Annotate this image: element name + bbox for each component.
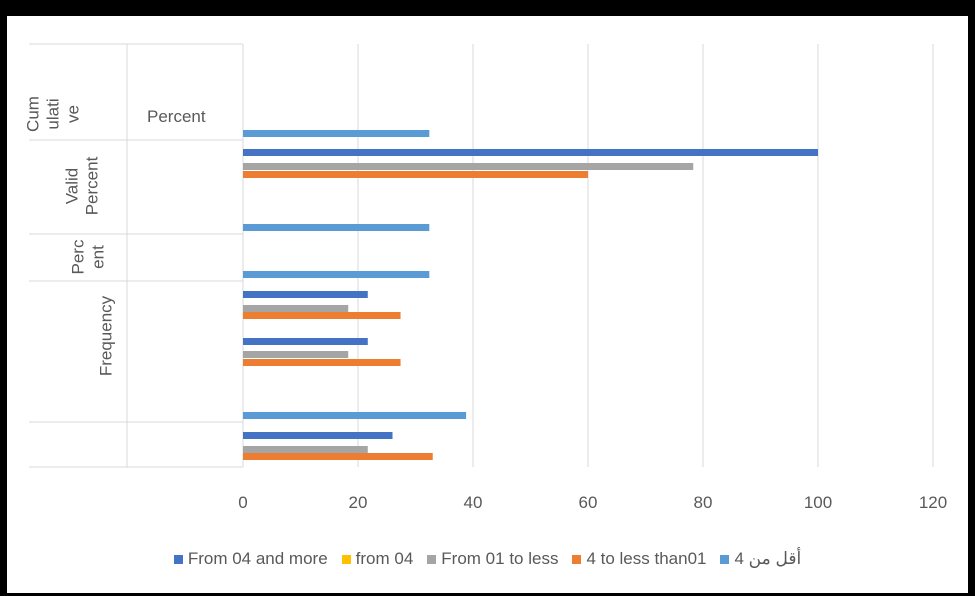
legend-label: أقل من 4 bbox=[734, 549, 802, 568]
category-label: Percent bbox=[82, 156, 101, 215]
category-label: ent bbox=[88, 245, 107, 269]
x-tick-label: 80 bbox=[694, 493, 713, 512]
bar bbox=[243, 163, 694, 170]
bar bbox=[243, 224, 430, 231]
x-tick-label: 60 bbox=[579, 493, 598, 512]
legend-swatch bbox=[341, 554, 351, 564]
category-label: Perc bbox=[68, 239, 87, 274]
bar bbox=[243, 453, 433, 460]
category-label: Frequency bbox=[96, 295, 115, 376]
legend-label: from 04 bbox=[355, 549, 414, 568]
gridlines bbox=[242, 44, 934, 467]
legend-swatch bbox=[720, 554, 730, 564]
bar bbox=[243, 412, 467, 419]
legend: From 04 and more from 04 From 01 to less 4 … bbox=[7, 546, 968, 572]
x-tick-label: 100 bbox=[804, 493, 832, 512]
legend-label: 4 to less than01 bbox=[586, 549, 707, 568]
category-label: ulati bbox=[43, 98, 62, 129]
x-tick-label: 40 bbox=[464, 493, 483, 512]
bar bbox=[243, 432, 393, 439]
bar bbox=[243, 291, 368, 298]
chart-frame: Cum ulati ve Percent Valid Percent Perc ent Freq… bbox=[7, 16, 968, 593]
x-tick-labels: 0 20 40 60 80 100 120 bbox=[238, 493, 947, 512]
x-tick-label: 120 bbox=[919, 493, 947, 512]
legend-label: From 01 to less bbox=[441, 549, 559, 568]
legend-swatch bbox=[173, 554, 183, 564]
x-tick-label: 0 bbox=[238, 493, 247, 512]
legend-swatch bbox=[427, 554, 437, 564]
bars bbox=[243, 130, 818, 460]
legend-item: From 01 to less bbox=[427, 549, 558, 569]
bar bbox=[243, 359, 401, 366]
bar bbox=[243, 149, 818, 156]
bar bbox=[243, 312, 401, 319]
bar bbox=[243, 271, 430, 278]
bar bbox=[243, 171, 588, 178]
category-label: ve bbox=[63, 105, 82, 123]
category-label: Cum bbox=[23, 96, 42, 132]
bar bbox=[243, 446, 368, 453]
bar bbox=[243, 338, 368, 345]
legend-swatch bbox=[572, 554, 582, 564]
legend-item: 4 to less than01 bbox=[572, 549, 706, 569]
legend-item: From 04 and more bbox=[173, 549, 328, 569]
category-label-side: Percent bbox=[147, 107, 206, 126]
category-label: Valid bbox=[62, 168, 81, 205]
legend-label: From 04 and more bbox=[187, 549, 328, 568]
x-tick-label: 20 bbox=[349, 493, 368, 512]
bar bbox=[243, 305, 349, 312]
legend-item: أقل من 4 bbox=[720, 549, 801, 569]
legend-item: from 04 bbox=[341, 549, 414, 569]
bar bbox=[243, 130, 430, 137]
bar bbox=[243, 351, 349, 358]
